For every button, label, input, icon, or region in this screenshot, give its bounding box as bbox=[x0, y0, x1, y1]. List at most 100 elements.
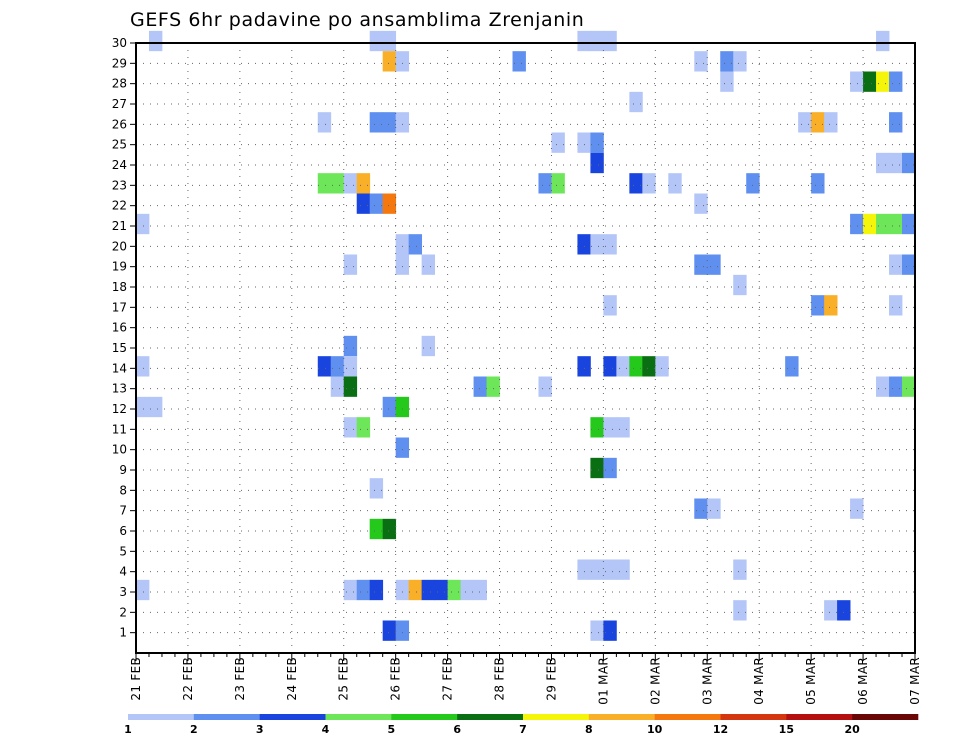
heatmap-cell bbox=[603, 457, 617, 479]
heatmap-cell bbox=[876, 213, 890, 235]
heatmap-cell bbox=[733, 51, 747, 72]
x-axis: 21 FEB 22 FEB 23 FEB 24 FEB 25 FEB 26 FEB 27 F… bbox=[129, 653, 922, 705]
heatmap-cell bbox=[850, 213, 864, 235]
heatmap-cell bbox=[447, 579, 461, 601]
heatmap-cell bbox=[486, 376, 500, 397]
heatmap-cell bbox=[136, 396, 150, 418]
heatmap-cell bbox=[343, 417, 358, 438]
heatmap-cell bbox=[460, 579, 474, 601]
heatmap-cell bbox=[395, 112, 410, 133]
y-tick-label: 3 bbox=[119, 585, 127, 599]
y-tick-label: 13 bbox=[112, 382, 127, 396]
heatmap-cell bbox=[798, 112, 812, 133]
heatmap-cell bbox=[421, 335, 436, 357]
y-axis: 1234567891011121314151617181920212223242… bbox=[112, 36, 136, 640]
heatmap-cell bbox=[902, 254, 916, 275]
heatmap-cell bbox=[382, 51, 397, 72]
heatmap-cell bbox=[590, 234, 604, 255]
heatmap-cell bbox=[512, 51, 526, 72]
x-tick-label: 02 MAR bbox=[648, 657, 662, 705]
heatmap-cell bbox=[720, 71, 734, 92]
plot-frame bbox=[135, 42, 916, 654]
heatmap-cell bbox=[694, 254, 708, 275]
heatmap-cell bbox=[369, 518, 384, 540]
heatmap-cell bbox=[863, 213, 877, 235]
heatmap-cell bbox=[889, 213, 903, 235]
x-tick-label: 05 MAR bbox=[804, 657, 818, 705]
heatmap-cell bbox=[824, 112, 838, 133]
heatmap-cell bbox=[356, 193, 371, 214]
x-tick-label: 26 FEB bbox=[389, 657, 403, 701]
y-tick-label: 22 bbox=[112, 199, 127, 213]
heatmap-cell bbox=[382, 396, 397, 418]
heatmap-cell bbox=[863, 71, 877, 92]
heatmap-cell bbox=[902, 376, 916, 397]
y-tick-label: 30 bbox=[112, 36, 127, 50]
chart-title: GEFS 6hr padavine po ansamblima Zrenjani… bbox=[130, 9, 584, 31]
heatmap-cell bbox=[369, 112, 384, 133]
heatmap-cell bbox=[603, 417, 617, 438]
x-tick-label: 06 MAR bbox=[856, 657, 870, 705]
heatmap-cell bbox=[889, 71, 903, 92]
heatmap-cell bbox=[811, 173, 825, 194]
heatmap-cell bbox=[136, 356, 150, 377]
heatmap-cell bbox=[850, 71, 864, 92]
heatmap-cell bbox=[395, 579, 410, 601]
heatmap-cell bbox=[642, 356, 656, 377]
heatmap-cell bbox=[577, 356, 591, 377]
heatmap-cell bbox=[616, 417, 630, 438]
legend-swatch bbox=[391, 714, 458, 720]
heatmap-cell bbox=[733, 600, 747, 621]
heatmap-cell bbox=[136, 579, 150, 601]
heatmap-cell bbox=[551, 173, 565, 194]
heatmap-cell bbox=[590, 559, 604, 580]
heatmap-cell bbox=[889, 295, 903, 316]
heatmap-cell bbox=[668, 173, 682, 194]
y-tick-label: 7 bbox=[119, 504, 127, 518]
heatmap-cell bbox=[876, 152, 890, 174]
heatmap-cell bbox=[408, 234, 423, 255]
heatmap-cell bbox=[434, 579, 448, 601]
legend-label: 10 bbox=[647, 723, 663, 736]
heatmap-cell bbox=[330, 376, 345, 397]
heatmap-cell bbox=[889, 376, 903, 397]
heatmap-cell bbox=[395, 51, 410, 72]
y-tick-label: 15 bbox=[112, 341, 127, 355]
heatmap-cell bbox=[343, 254, 358, 275]
heatmap-cell bbox=[707, 498, 721, 519]
y-tick-label: 6 bbox=[119, 524, 127, 538]
legend-swatch bbox=[193, 714, 260, 720]
y-tick-label: 19 bbox=[112, 260, 127, 274]
heatmap-cell bbox=[902, 213, 916, 235]
y-tick-label: 21 bbox=[112, 219, 127, 233]
y-tick-label: 4 bbox=[119, 565, 127, 579]
heatmap-cell bbox=[473, 579, 487, 601]
heatmap-cell bbox=[889, 112, 903, 133]
x-tick-label: 24 FEB bbox=[285, 657, 299, 701]
heatmap-cell bbox=[369, 193, 384, 214]
y-tick-label: 20 bbox=[112, 239, 127, 253]
heatmap-cell bbox=[603, 30, 617, 52]
x-tick-label: 22 FEB bbox=[181, 657, 195, 701]
legend-label: 7 bbox=[519, 723, 527, 736]
heatmap-cell bbox=[785, 356, 799, 377]
heatmap-cell bbox=[629, 173, 643, 194]
legend-label: 1 bbox=[124, 723, 132, 736]
legend-label: 4 bbox=[322, 723, 330, 736]
heatmap-cell bbox=[343, 579, 358, 601]
heatmap-cell bbox=[369, 478, 384, 499]
heatmap-cell bbox=[395, 234, 410, 255]
color-legend: 1 2 3 4 5 6 7 8 10 12 15 20 bbox=[124, 714, 919, 736]
y-tick-label: 9 bbox=[119, 463, 127, 477]
heatmap-cell bbox=[136, 213, 150, 235]
heatmap-cell bbox=[837, 600, 851, 621]
x-tick-label: 03 MAR bbox=[700, 657, 714, 705]
legend-label: 15 bbox=[779, 723, 794, 736]
heatmap-cell bbox=[590, 152, 604, 174]
heatmap-cell bbox=[382, 620, 397, 641]
heatmap-cell bbox=[473, 376, 487, 397]
heatmap-cell bbox=[551, 132, 565, 153]
y-tick-label: 10 bbox=[112, 443, 127, 457]
legend-swatch bbox=[654, 714, 721, 720]
